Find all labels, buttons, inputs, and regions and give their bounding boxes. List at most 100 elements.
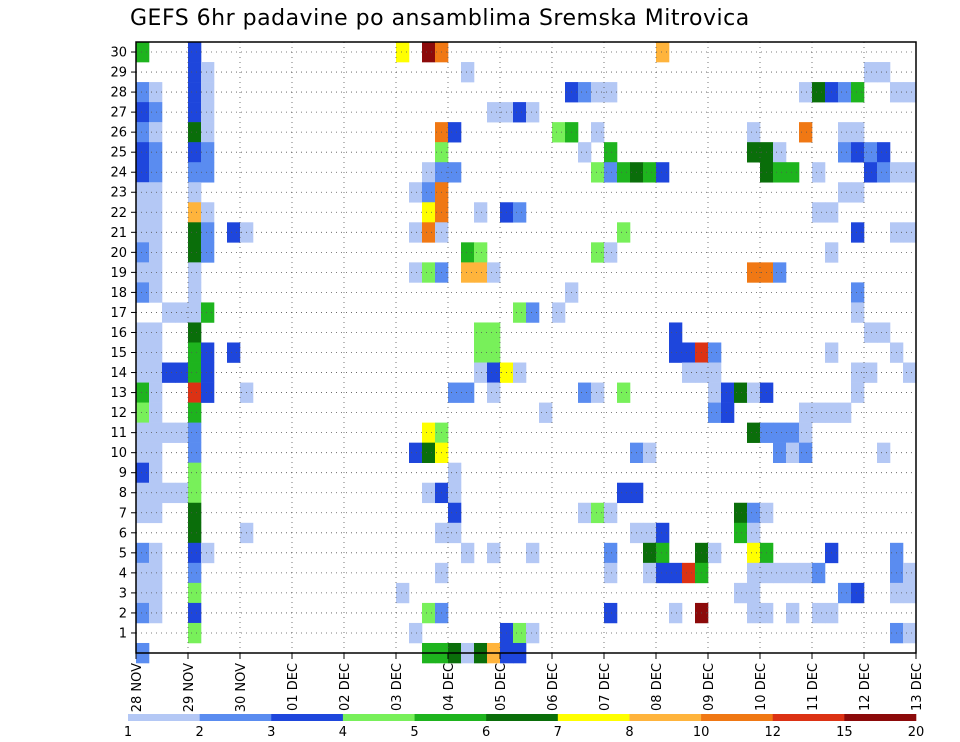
heatmap-cell <box>877 62 891 83</box>
heatmap-cell <box>188 102 202 123</box>
y-tick-label: 9 <box>119 466 127 481</box>
y-tick-label: 12 <box>110 406 127 421</box>
x-tick-label: 29 NOV <box>182 663 197 712</box>
heatmap-cell <box>448 162 462 183</box>
heatmap-cell <box>656 562 670 584</box>
heatmap-cell <box>227 222 241 243</box>
y-tick-label: 23 <box>110 186 127 201</box>
heatmap-cell <box>682 342 696 363</box>
heatmap-cell <box>643 522 657 544</box>
heatmap-cell <box>149 142 163 163</box>
heatmap-cell <box>474 322 488 343</box>
heatmap-cell <box>747 562 761 584</box>
heatmap-cell <box>201 82 215 103</box>
heatmap-cell <box>812 562 826 584</box>
heatmap-cell <box>851 222 865 243</box>
y-tick-label: 17 <box>110 306 127 321</box>
y-tick-label: 6 <box>119 526 127 541</box>
heatmap-cell <box>188 322 202 343</box>
heatmap-cell <box>838 402 852 423</box>
heatmap-cell <box>227 342 241 363</box>
heatmap-cell <box>656 162 670 183</box>
heatmap-cell <box>188 282 202 303</box>
heatmap-cell <box>747 142 761 163</box>
heatmap-cell <box>188 602 202 624</box>
heatmap-cell <box>812 202 826 223</box>
heatmap-cell <box>591 502 605 524</box>
heatmap-cell <box>188 162 202 183</box>
heatmap-cell <box>448 502 462 524</box>
heatmap-cell <box>201 62 215 83</box>
colorbar-segment <box>486 714 559 721</box>
heatmap-cell <box>578 82 592 103</box>
heatmap-cell <box>513 202 527 223</box>
heatmap-cell <box>149 222 163 243</box>
colorbar-segment <box>701 714 774 721</box>
heatmap-cell <box>136 322 150 343</box>
x-tick-label: 05 DEC <box>494 663 509 711</box>
y-tick-label: 30 <box>110 46 127 61</box>
heatmap-cell <box>708 342 722 363</box>
y-tick-label: 4 <box>119 566 127 581</box>
heatmap-cell <box>539 402 553 423</box>
heatmap-cell <box>201 122 215 143</box>
heatmap-cell <box>747 542 761 564</box>
heatmap-cell <box>409 222 423 243</box>
colorbar-label: 7 <box>554 725 562 740</box>
heatmap-cell <box>877 442 891 463</box>
colorbar-segment <box>271 714 344 721</box>
heatmap-cell <box>149 442 163 463</box>
heatmap-cell <box>448 122 462 143</box>
heatmap-cell <box>812 162 826 183</box>
heatmap-cell <box>188 242 202 263</box>
heatmap-cell <box>604 542 618 564</box>
heatmap-cell <box>448 382 462 403</box>
heatmap-cell <box>643 162 657 183</box>
chart-title: GEFS 6hr padavine po ansamblima Sremska … <box>130 6 750 31</box>
heatmap-cell <box>903 222 917 243</box>
heatmap-cell <box>149 362 163 383</box>
heatmap-cell <box>149 602 163 624</box>
colorbar-segment <box>844 714 917 721</box>
heatmap-cell <box>851 82 865 103</box>
heatmap-cell <box>487 102 501 123</box>
y-tick-label: 16 <box>110 326 127 341</box>
heatmap-cell <box>201 222 215 243</box>
heatmap-cell <box>838 182 852 203</box>
heatmap-cell <box>162 362 176 383</box>
heatmap-cell <box>643 542 657 564</box>
heatmap-cell <box>864 362 878 383</box>
x-tick-label: 28 NOV <box>130 663 145 712</box>
heatmap-cell <box>396 582 410 604</box>
x-tick-label: 03 DEC <box>390 663 405 711</box>
heatmap-cell <box>136 602 150 624</box>
colorbar-segment <box>557 714 630 721</box>
heatmap-cell <box>188 542 202 564</box>
heatmap-cell <box>422 422 436 443</box>
heatmap-cell <box>773 162 787 183</box>
heatmap-cell <box>903 362 917 383</box>
heatmap-cell <box>708 542 722 564</box>
axes: 1234567891011121314151617181920212223242… <box>110 41 925 712</box>
heatmap-cell <box>474 262 488 283</box>
heatmap-cell <box>201 162 215 183</box>
heatmap-cell <box>188 402 202 423</box>
heatmap-cell <box>838 122 852 143</box>
heatmap-cell <box>851 362 865 383</box>
heatmap-cell <box>864 322 878 343</box>
heatmap-cell <box>643 442 657 463</box>
heatmap-cell <box>149 162 163 183</box>
colorbar-label: 15 <box>836 725 853 740</box>
heatmap-cell <box>136 222 150 243</box>
x-tick-label: 01 DEC <box>286 663 301 711</box>
heatmap-cell <box>149 262 163 283</box>
heatmap-cell <box>877 322 891 343</box>
heatmap-cell <box>422 42 436 63</box>
heatmap-cell <box>526 102 540 123</box>
heatmap-cell <box>136 482 150 504</box>
heatmap-cell <box>188 442 202 463</box>
y-tick-label: 19 <box>110 266 127 281</box>
heatmap-cell <box>877 142 891 163</box>
heatmap-cell <box>149 202 163 223</box>
heatmap-cell <box>201 342 215 363</box>
